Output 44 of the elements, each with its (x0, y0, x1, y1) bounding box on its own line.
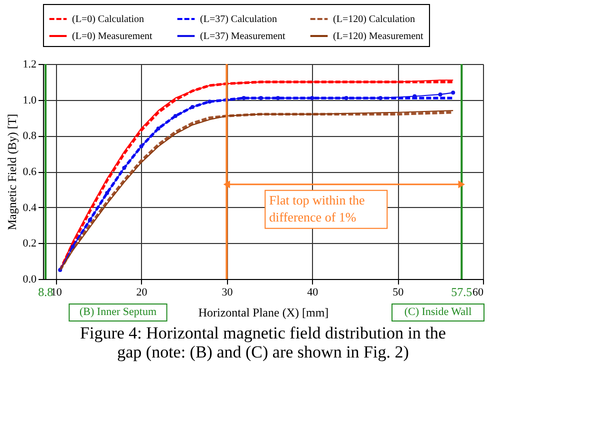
point (70, 244, 75, 249)
x-tick-label: 50 (392, 286, 404, 298)
legend-label: (L=0) Calculation (72, 14, 144, 25)
y-tick-label: 1.2 (22, 58, 36, 70)
ref-line-label: 8.8 (38, 285, 54, 299)
caption: Figure 4: Horizontal magnetic field distribution in the gap (note: (B) and (C) are shown in Fig. 2) (80, 324, 446, 362)
y-tick-label: 0.6 (22, 166, 37, 178)
y-tick-label: 1.0 (22, 94, 37, 106)
point (105, 191, 110, 195)
point (122, 166, 126, 170)
point (258, 96, 263, 100)
point (310, 96, 314, 100)
point (156, 126, 160, 130)
point (412, 94, 417, 98)
x-tick-label: 20 (136, 286, 148, 298)
legend-label: (L=37) Calculation (200, 14, 278, 25)
y-tick-label: 0.8 (22, 130, 37, 142)
x-tick-label: 60 (472, 286, 484, 298)
legend-label: (L=120) Calculation (333, 14, 416, 25)
point (190, 105, 195, 109)
point (208, 100, 212, 104)
point (88, 218, 92, 222)
x-tick-label: 30 (222, 286, 234, 298)
text: (B) Inner Septum (80, 306, 157, 318)
point (242, 96, 246, 100)
y-axis-title: Magnetic Field (By) [T] (4, 114, 19, 230)
legend-label: (L=37) Measurement (200, 31, 286, 42)
text: (C) Inside Wall (404, 306, 472, 318)
ref-line-label: 57.5 (451, 285, 472, 299)
point (173, 114, 178, 118)
point (438, 92, 442, 96)
y-tick-label: 0.2 (22, 238, 36, 250)
y-tick-label: 0.0 (22, 274, 37, 286)
annotation: Flat top within the difference of 1% (269, 192, 366, 224)
point (451, 90, 456, 95)
x-tick-label: 40 (307, 286, 319, 298)
point (344, 96, 348, 100)
legend-label: (L=120) Measurement (333, 31, 424, 42)
point (139, 144, 144, 148)
point (378, 96, 382, 100)
y-tick-label: 0.4 (22, 202, 37, 214)
point (276, 96, 280, 100)
legend-label: (L=0) Measurement (72, 31, 153, 42)
x-axis-title: Horizontal Plane (X) [mm] (198, 306, 329, 320)
